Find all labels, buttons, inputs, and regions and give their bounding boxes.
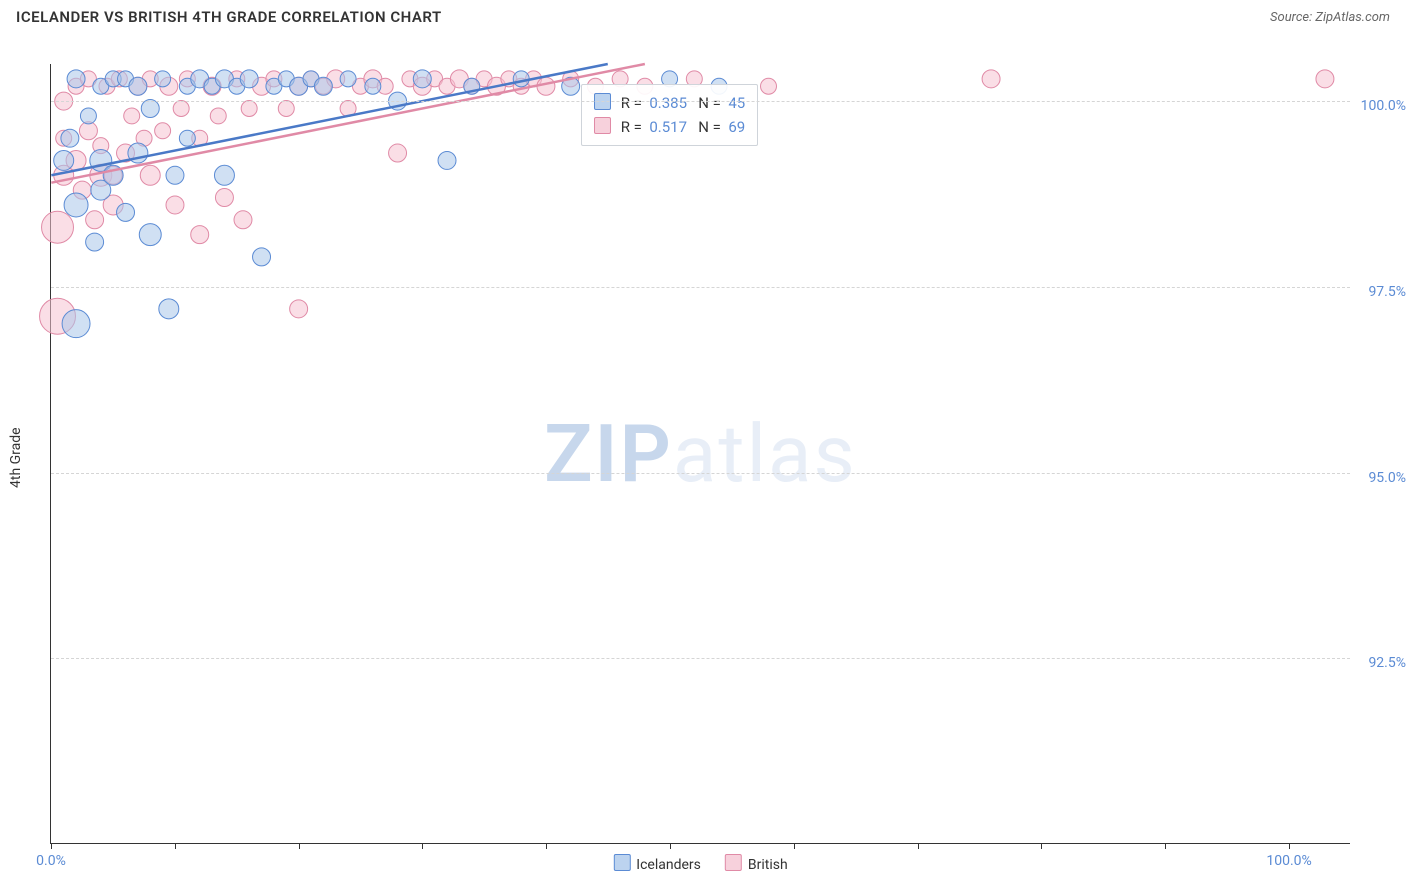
- scatter-point: [438, 151, 456, 169]
- scatter-point: [141, 100, 159, 118]
- scatter-point: [42, 211, 74, 243]
- legend-bottom: Icelanders British: [613, 854, 787, 873]
- chart-source: Source: ZipAtlas.com: [1270, 10, 1390, 25]
- x-tick: [670, 843, 671, 849]
- scatter-point: [1316, 70, 1334, 88]
- x-tick: [422, 843, 423, 849]
- x-tick: [794, 843, 795, 849]
- scatter-point: [413, 70, 431, 88]
- chart-title: ICELANDER VS BRITISH 4TH GRADE CORRELATI…: [16, 8, 442, 26]
- legend-item: Icelanders: [613, 854, 701, 873]
- scatter-point: [290, 300, 308, 318]
- scatter-point: [215, 189, 233, 207]
- grid-line: 97.5%: [51, 287, 1350, 288]
- scatter-point: [253, 248, 271, 266]
- x-tick: [1289, 843, 1290, 849]
- scatter-point: [173, 101, 189, 117]
- scatter-point: [278, 101, 294, 117]
- scatter-point: [67, 70, 85, 88]
- scatter-point: [214, 165, 234, 185]
- stats-row: R = 0.385 N = 45: [594, 91, 745, 115]
- x-tick: [299, 843, 300, 849]
- x-tick: [1041, 843, 1042, 849]
- scatter-point: [240, 70, 258, 88]
- plot-area: ZIPatlas R = 0.385 N = 45 R = 0.517 N = …: [50, 64, 1350, 844]
- scatter-point: [61, 129, 79, 147]
- legend-label: Icelanders: [636, 857, 701, 873]
- stats-row: R = 0.517 N = 69: [594, 115, 745, 139]
- scatter-point: [124, 108, 140, 124]
- scatter-point: [140, 165, 160, 185]
- scatter-point: [80, 108, 96, 124]
- scatter-point: [62, 310, 90, 338]
- scatter-point: [129, 77, 147, 95]
- scatter-point: [159, 299, 179, 319]
- scatter-point: [191, 226, 209, 244]
- scatter-point: [241, 101, 257, 117]
- scatter-point: [86, 233, 104, 251]
- stats-box: R = 0.385 N = 45 R = 0.517 N = 69: [581, 84, 758, 146]
- scatter-point: [513, 71, 529, 87]
- y-tick-label: 92.5%: [1368, 655, 1406, 671]
- scatter-point: [179, 130, 195, 146]
- grid-line: 95.0%: [51, 473, 1350, 474]
- scatter-point: [117, 203, 135, 221]
- scatter-point: [166, 196, 184, 214]
- y-axis-label: 4th Grade: [8, 427, 24, 488]
- y-tick-label: 100.0%: [1361, 98, 1406, 114]
- y-tick-label: 97.5%: [1368, 284, 1406, 300]
- grid-line: 100.0%: [51, 101, 1350, 102]
- legend-item: British: [725, 854, 788, 873]
- scatter-point: [86, 211, 104, 229]
- scatter-point: [166, 166, 184, 184]
- scatter-point: [389, 144, 407, 162]
- scatter-point: [982, 70, 1000, 88]
- scatter-point: [365, 78, 381, 94]
- chart-wrapper: 4th Grade ZIPatlas R = 0.385 N = 45 R = …: [0, 30, 1406, 890]
- scatter-point: [79, 122, 97, 140]
- y-tick-label: 95.0%: [1368, 470, 1406, 486]
- legend-swatch: [613, 854, 630, 871]
- scatter-point: [234, 211, 252, 229]
- scatter-point: [155, 123, 171, 139]
- legend-label: British: [748, 857, 788, 873]
- x-tick-label: 0.0%: [36, 853, 66, 869]
- x-tick: [51, 843, 52, 849]
- legend-swatch: [725, 854, 742, 871]
- legend-swatch: [594, 117, 611, 134]
- x-tick: [918, 843, 919, 849]
- scatter-point: [155, 71, 171, 87]
- grid-line: 92.5%: [51, 658, 1350, 659]
- x-tick: [546, 843, 547, 849]
- scatter-svg: [51, 64, 1350, 843]
- scatter-point: [340, 71, 356, 87]
- scatter-point: [139, 224, 161, 246]
- scatter-point: [64, 193, 88, 217]
- scatter-point: [54, 150, 74, 170]
- x-tick: [175, 843, 176, 849]
- scatter-point: [314, 77, 332, 95]
- scatter-point: [210, 108, 226, 124]
- chart-header: ICELANDER VS BRITISH 4TH GRADE CORRELATI…: [0, 0, 1406, 30]
- x-tick-label: 100.0%: [1266, 853, 1311, 869]
- x-tick: [1165, 843, 1166, 849]
- scatter-point: [761, 78, 777, 94]
